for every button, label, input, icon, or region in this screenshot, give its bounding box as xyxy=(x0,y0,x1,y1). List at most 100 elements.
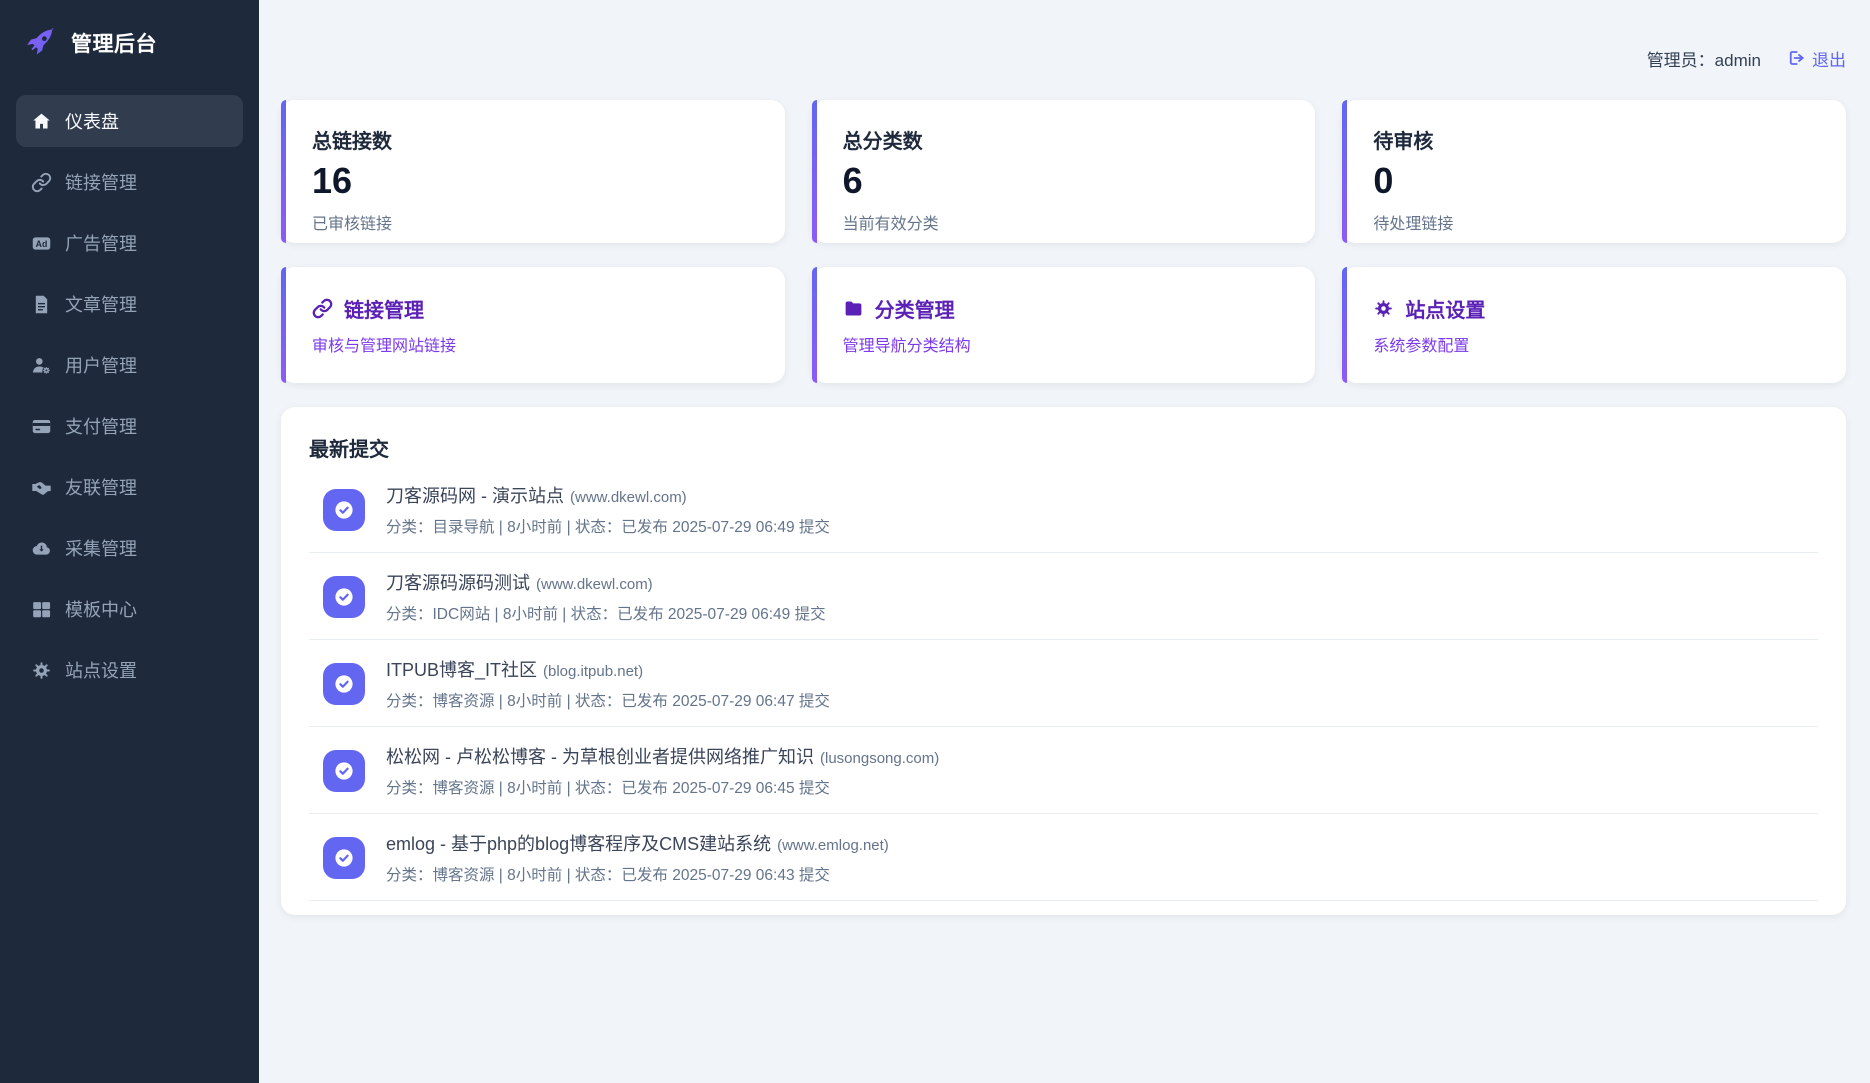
submission-domain: (www.emlog.net) xyxy=(777,837,889,854)
sidebar-item-label: 用户管理 xyxy=(65,356,137,376)
submission-meta: 分类：博客资源 | 8小时前 | 状态：已发布 2025-07-29 06:43… xyxy=(386,867,830,884)
stat-desc: 已审核链接 xyxy=(312,215,393,233)
status-badge xyxy=(323,836,365,879)
list-item: 松松网 - 卢松松博客 - 为草根创业者提供网络推广知识 (lusongsong.… xyxy=(309,727,1818,814)
submission-title: ITPUB博客_IT社区 xyxy=(386,660,538,680)
sidebar-item-friend-links[interactable]: 友联管理 xyxy=(16,461,243,513)
sidebar-item-dashboard[interactable]: 仪表盘 xyxy=(16,95,243,147)
list-item: ITPUB博客_IT社区 (blog.itpub.net) 分类：博客资源 | 8… xyxy=(309,640,1818,727)
stat-title: 总链接数 xyxy=(312,131,392,153)
cloud-download-icon xyxy=(32,541,50,555)
stat-title: 待审核 xyxy=(1373,131,1434,153)
sidebar-item-label: 模板中心 xyxy=(65,600,137,620)
sidebar-item-collection[interactable]: 采集管理 xyxy=(16,522,243,574)
quick-card-category-management[interactable]: 分类管理 管理导航分类结构 xyxy=(811,267,1316,383)
sidebar-item-links[interactable]: 链接管理 xyxy=(16,156,243,208)
submission-domain: (blog.itpub.net) xyxy=(543,663,644,680)
sidebar-item-users[interactable]: 用户管理 xyxy=(16,339,243,391)
submission-title: 刀客源码源码测试 xyxy=(386,573,530,593)
sidebar-item-site-settings[interactable]: 站点设置 xyxy=(16,644,243,696)
rocket-icon xyxy=(27,27,54,55)
submission-title: 刀客源码网 - 演示站点 xyxy=(386,486,564,506)
user-gear-icon xyxy=(32,357,50,374)
grid-icon xyxy=(33,601,51,617)
submission-domain: (www.dkewl.com) xyxy=(570,489,687,506)
quick-card-link-management[interactable]: 链接管理 审核与管理网站链接 xyxy=(281,267,785,383)
recent-submissions-list: 刀客源码网 - 演示站点 (www.dkewl.com) 分类：目录导航 | 8小… xyxy=(309,466,1818,901)
stat-title: 总分类数 xyxy=(842,131,923,153)
quick-title: 站点设置 xyxy=(1405,300,1486,322)
sidebar-item-ads[interactable]: Ad 广告管理 xyxy=(16,217,243,269)
stat-desc: 当前有效分类 xyxy=(842,215,939,233)
credit-card-icon xyxy=(32,419,51,433)
list-item: emlog - 基于php的blog博客程序及CMS建站系统 (www.emlog… xyxy=(309,814,1818,901)
sidebar-item-label: 仪表盘 xyxy=(65,112,119,132)
logout-icon xyxy=(1789,51,1804,65)
logout-button[interactable]: 退出 xyxy=(1787,46,1846,71)
sidebar-item-label: 支付管理 xyxy=(65,417,137,437)
app-logo: 管理后台 xyxy=(0,0,259,81)
sidebar-item-templates[interactable]: 模板中心 xyxy=(16,583,243,635)
sidebar-item-payments[interactable]: 支付管理 xyxy=(16,400,243,452)
ad-icon: Ad xyxy=(32,236,51,250)
quick-title: 分类管理 xyxy=(874,300,955,322)
recent-submissions-card: 最新提交 刀客源码网 - 演示站点 (www.dkewl.com) 分类：目录导航… xyxy=(281,407,1846,915)
sidebar-item-label: 链接管理 xyxy=(65,173,137,193)
link-icon xyxy=(312,298,333,319)
sidebar-item-label: 广告管理 xyxy=(65,234,137,254)
recent-submissions-title: 最新提交 xyxy=(309,439,389,461)
submission-domain: (www.dkewl.com) xyxy=(536,576,653,593)
submission-meta: 分类：目录导航 | 8小时前 | 状态：已发布 2025-07-29 06:49… xyxy=(386,519,830,536)
quick-actions-row: 链接管理 审核与管理网站链接 分类管理 管理导航分类结构 xyxy=(281,267,1846,383)
list-item: 刀客源码源码测试 (www.dkewl.com) 分类：IDC网站 | 8小时前 … xyxy=(309,553,1818,640)
sidebar-item-label: 文章管理 xyxy=(65,295,137,315)
check-circle-icon xyxy=(335,500,353,519)
submission-meta: 分类：IDC网站 | 8小时前 | 状态：已发布 2025-07-29 06:4… xyxy=(386,606,826,623)
status-badge xyxy=(323,662,365,705)
submission-title: emlog - 基于php的blog博客程序及CMS建站系统 xyxy=(386,834,772,854)
sidebar: 管理后台 仪表盘 链接管理 Ad 广告管理 文章管理 xyxy=(0,0,259,1083)
sidebar-item-label: 采集管理 xyxy=(65,539,137,559)
handshake-icon xyxy=(32,481,51,495)
gear-icon xyxy=(1375,300,1393,317)
stat-card-total-links: 总链接数 16 已审核链接 xyxy=(281,100,785,243)
logout-label: 退出 xyxy=(1812,50,1846,70)
stats-row: 总链接数 16 已审核链接 总分类数 6 当前有效分类 待审核 0 待处理链接 xyxy=(281,100,1846,243)
list-item: 刀客源码网 - 演示站点 (www.dkewl.com) 分类：目录导航 | 8小… xyxy=(309,466,1818,553)
sidebar-item-articles[interactable]: 文章管理 xyxy=(16,278,243,330)
check-circle-icon xyxy=(335,587,353,606)
stat-value: 6 xyxy=(842,160,863,201)
check-circle-icon xyxy=(335,761,353,780)
topbar: 管理员：admin 退出 xyxy=(281,46,1846,70)
submission-meta: 分类：博客资源 | 8小时前 | 状态：已发布 2025-07-29 06:45… xyxy=(386,780,830,797)
sidebar-item-label: 站点设置 xyxy=(65,661,137,681)
quick-desc: 审核与管理网站链接 xyxy=(312,338,457,355)
status-badge xyxy=(323,749,365,792)
stat-value: 0 xyxy=(1373,160,1394,201)
status-badge xyxy=(323,488,365,531)
quick-desc: 管理导航分类结构 xyxy=(842,338,971,355)
status-badge xyxy=(323,575,365,618)
main-content: 管理员：admin 退出 总链接数 16 已审核链接 总分类数 6 当前有效分类… xyxy=(259,0,1870,915)
stat-value: 16 xyxy=(312,160,353,201)
submission-domain: (lusongsong.com) xyxy=(820,750,940,767)
app-title: 管理后台 xyxy=(71,33,157,56)
home-icon xyxy=(33,113,50,128)
submission-title: 松松网 - 卢松松博客 - 为草根创业者提供网络推广知识 xyxy=(386,747,814,767)
stat-card-total-categories: 总分类数 6 当前有效分类 xyxy=(811,100,1316,243)
gear-icon xyxy=(33,661,50,679)
sidebar-menu: 仪表盘 链接管理 Ad 广告管理 文章管理 xyxy=(0,81,259,710)
quick-title: 链接管理 xyxy=(344,300,424,322)
stat-desc: 待处理链接 xyxy=(1373,215,1454,233)
check-circle-icon xyxy=(335,848,353,867)
folder-icon xyxy=(845,301,862,316)
check-circle-icon xyxy=(335,674,353,693)
submission-meta: 分类：博客资源 | 8小时前 | 状态：已发布 2025-07-29 06:47… xyxy=(386,693,830,710)
admin-label: 管理员：admin xyxy=(1646,50,1761,70)
file-icon xyxy=(35,295,48,313)
stat-card-pending-review: 待审核 0 待处理链接 xyxy=(1342,100,1846,243)
sidebar-item-label: 友联管理 xyxy=(65,478,137,498)
svg-text:Ad: Ad xyxy=(36,239,48,249)
link-icon xyxy=(31,172,52,192)
quick-card-site-settings[interactable]: 站点设置 系统参数配置 xyxy=(1342,267,1846,383)
